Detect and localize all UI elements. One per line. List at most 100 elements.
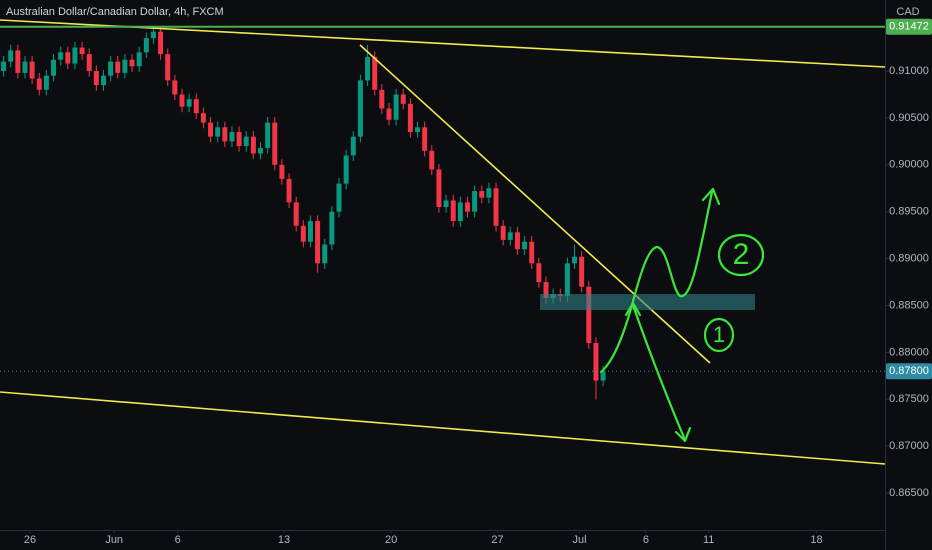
x-tick-label: 26 (24, 534, 36, 546)
circle (703, 317, 735, 353)
candle-body (15, 50, 21, 73)
arrow-head (674, 426, 692, 443)
y-tick-label: 0.87000 (889, 440, 929, 452)
candle-body (143, 38, 149, 53)
candle-body (150, 31, 156, 39)
candle-body (343, 155, 349, 184)
candle-body (379, 89, 385, 109)
candle-body (436, 169, 442, 208)
annotation: 2 (733, 238, 750, 271)
candle-body (514, 232, 520, 250)
y-tick-label: 0.90000 (889, 159, 929, 171)
arrow-head (624, 301, 642, 317)
candle-body (122, 59, 128, 73)
candle-body (586, 286, 592, 344)
candle-body (286, 178, 292, 203)
candle-body (272, 122, 278, 165)
candle-body (472, 191, 478, 212)
candle-body (400, 94, 406, 104)
currency: CAD (896, 6, 919, 18)
y-tick-label: 0.88500 (889, 299, 929, 311)
x-tick-label: 6 (643, 534, 649, 546)
candle-body (393, 94, 399, 120)
price-level-box (886, 18, 932, 35)
candle-body (479, 191, 485, 198)
candle-body (357, 80, 363, 137)
candle-body (536, 263, 542, 283)
x-tick-label: 20 (385, 534, 397, 546)
candle-body (579, 256, 585, 287)
candle-body (365, 56, 371, 81)
candle-body (250, 136, 256, 154)
x-tick-label: 11 (703, 534, 714, 546)
candle-body (208, 122, 214, 137)
y-tick-label: 0.86500 (889, 487, 929, 499)
candle-body (22, 61, 28, 73)
candle-body (65, 52, 71, 64)
y-tick-label: 0.89500 (889, 206, 929, 218)
candle-body (172, 80, 178, 95)
trendline (0, 19, 886, 68)
candle-body (58, 52, 64, 60)
candle-body (29, 61, 35, 79)
x-tick-label: 6 (175, 534, 181, 546)
price-level-box (886, 363, 932, 380)
candle-body (1, 61, 7, 72)
candle-body (265, 122, 271, 148)
candle-body (8, 50, 14, 62)
candle-body (79, 47, 85, 55)
candle-body (258, 147, 264, 154)
y-tick-label: 0.89000 (889, 253, 929, 265)
candle-body (493, 188, 499, 226)
candle-body (293, 202, 299, 226)
candle-body (522, 241, 528, 250)
trendline (0, 391, 886, 465)
candle-body (100, 75, 106, 86)
candle-body (222, 127, 228, 142)
candle-body (336, 183, 342, 212)
price-level-label: 0.87800 (889, 365, 929, 377)
candle-body (86, 54, 92, 72)
candle-body (315, 221, 321, 264)
candle-body (464, 202, 470, 212)
annotation: 1 (713, 322, 725, 347)
y-tick-label: 0.88000 (889, 346, 929, 358)
candle-body (300, 225, 306, 242)
candle-body (443, 200, 449, 208)
candle-body (243, 136, 249, 147)
candle-body (593, 343, 599, 381)
path-down (631, 303, 687, 442)
candle-body (158, 31, 164, 55)
y-tick-label: 0.90500 (889, 112, 929, 124)
candles (1, 25, 606, 400)
candle-body (186, 99, 192, 107)
chart-title: Australian Dollar/Canadian Dollar, 4h, F… (6, 6, 224, 18)
price-level-label: 0.91472 (889, 21, 929, 33)
candle-body (572, 256, 578, 264)
y-tick-label: 0.91000 (889, 65, 929, 77)
x-tick-label: 27 (491, 534, 503, 546)
path-up (599, 190, 714, 374)
candle-body (43, 75, 49, 90)
candle-body (307, 221, 313, 242)
arrow-head (701, 187, 721, 206)
candle-body (529, 241, 535, 264)
candle-body (279, 164, 285, 179)
candle-body (322, 244, 328, 264)
candle-body (93, 71, 99, 86)
candle-body (450, 200, 456, 222)
candle-body (422, 127, 428, 151)
x-tick-label: 18 (810, 534, 822, 546)
candle-body (165, 54, 171, 81)
circle (717, 233, 765, 277)
candle-body (564, 263, 570, 297)
candle-body (108, 61, 114, 76)
candle-body (486, 188, 492, 198)
candle-body (543, 282, 549, 299)
candle-body (386, 108, 392, 120)
candle-body (200, 113, 206, 123)
candle-body (507, 232, 513, 240)
